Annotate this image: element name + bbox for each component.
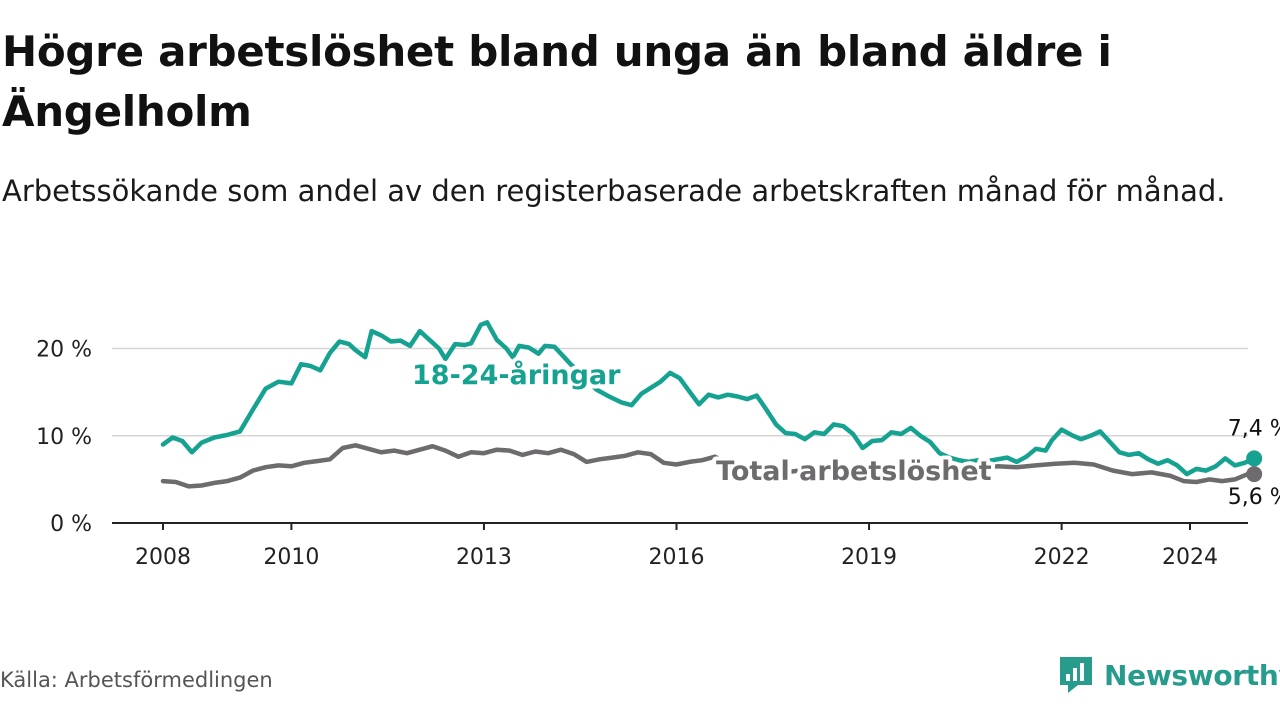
x-tick-label: 2024 (1162, 545, 1218, 570)
x-tick-label: 2019 (841, 545, 897, 570)
x-tick-label: 2013 (456, 545, 512, 570)
chart-subtitle: Arbetssökande som andel av den registerb… (2, 174, 1226, 208)
series-line-total (160, 443, 1257, 489)
chart-title: Högre arbetslöshet bland unga än bland ä… (2, 27, 1112, 136)
y-tick-label: 0 % (50, 512, 92, 537)
series-line-youth (160, 320, 1257, 477)
series-label-total: Total arbetslöshet (716, 456, 992, 487)
series-label-youth: 18-24-åringar (412, 359, 621, 391)
endpoint-youth (1246, 450, 1263, 467)
source-note: Källa: Arbetsförmedlingen (0, 668, 273, 692)
endpoint-total (1246, 466, 1263, 483)
y-tick-label: 20 % (36, 338, 92, 363)
x-tick-label: 2008 (135, 545, 191, 570)
x-tick-label: 2016 (649, 545, 705, 570)
x-tick-label: 2010 (263, 545, 319, 570)
end-label-youth: 7,4 % (1228, 416, 1280, 441)
newsworthy-logo[interactable]: Newsworthy (1058, 654, 1280, 696)
end-label-total: 5,6 % (1228, 485, 1280, 510)
y-tick-label: 10 % (36, 425, 92, 450)
x-tick-label: 2022 (1034, 545, 1090, 570)
newsworthy-logo-icon (1060, 657, 1092, 693)
brand-name: Newsworthy (1104, 658, 1280, 692)
